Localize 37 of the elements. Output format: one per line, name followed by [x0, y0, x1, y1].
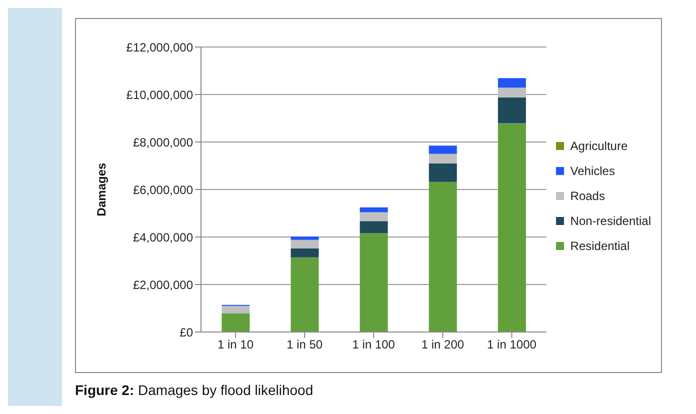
bar [222, 313, 250, 332]
bar [428, 182, 457, 332]
bar [360, 221, 388, 234]
y-axis-title: Damages [94, 162, 108, 216]
bar [290, 236, 319, 240]
legend-label: Residential [570, 238, 630, 252]
bar [290, 248, 319, 258]
x-tick-label: 1 in 1000 [487, 338, 537, 352]
x-tick-label: 1 in 50 [286, 338, 323, 352]
bar [498, 97, 526, 124]
bar [360, 212, 388, 222]
y-tick-label: £6,000,000 [132, 182, 194, 197]
bar [360, 233, 388, 332]
y-tick-label: £2,000,000 [132, 278, 194, 292]
bar [428, 154, 457, 164]
bar [428, 146, 457, 154]
bar [222, 306, 250, 314]
bar [428, 163, 457, 182]
y-tick-label: £12,000,000 [126, 40, 194, 54]
y-tick-label: £8,000,000 [132, 135, 194, 150]
bar [498, 78, 526, 88]
x-tick-label: 1 in 100 [352, 338, 396, 352]
bar [498, 123, 526, 332]
legend-label: Roads [570, 188, 605, 202]
y-tick-label: £0 [180, 325, 194, 340]
bar [360, 207, 388, 212]
y-tick-label: £10,000,000 [126, 88, 194, 102]
bar [290, 240, 319, 248]
bar [290, 257, 319, 332]
x-tick-label: 1 in 10 [218, 338, 254, 352]
legend-label: Agriculture [570, 138, 628, 152]
legend-label: Non-residential [570, 214, 651, 228]
legend-label: Vehicles [570, 164, 615, 178]
y-tick-label: £4,000,000 [132, 230, 194, 244]
bar [498, 88, 526, 98]
caption: Figure 2: Damages by flood likelihood [75, 382, 314, 398]
x-tick-label: 1 in 200 [421, 338, 464, 352]
